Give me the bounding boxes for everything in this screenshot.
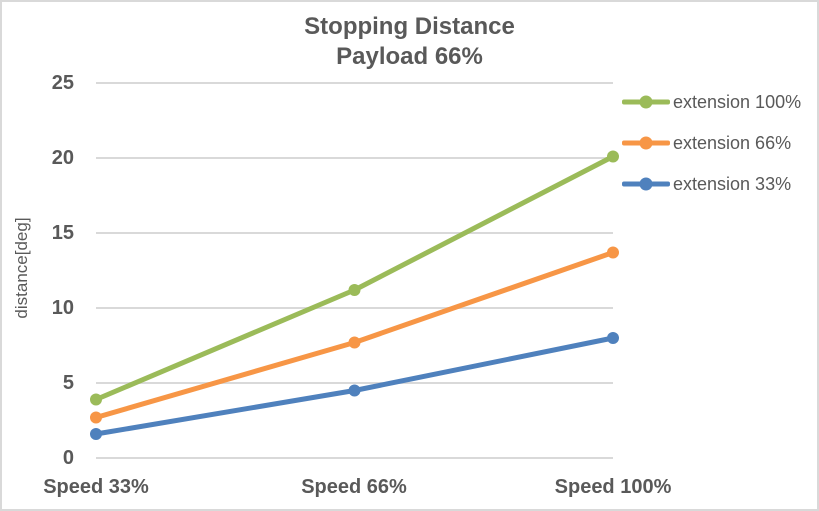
data-point-marker	[348, 336, 361, 349]
data-point-marker	[90, 393, 102, 406]
x-axis-label: Speed 66%	[301, 476, 407, 498]
data-point-marker	[90, 411, 102, 424]
y-tick-label: 0	[62, 447, 74, 469]
data-point-marker	[348, 384, 361, 397]
legend-line-marker-icon	[622, 176, 670, 192]
chart-title-line2: Payload 66%	[336, 43, 483, 70]
data-point-marker	[607, 150, 619, 163]
plot-area	[90, 82, 619, 459]
data-point-marker	[90, 428, 102, 440]
y-tick-label: 15	[51, 222, 74, 244]
legend-label: extension 66%	[673, 132, 792, 153]
x-axis-label: Speed 33%	[43, 476, 149, 498]
data-point-marker	[348, 284, 361, 296]
data-point-marker	[607, 332, 619, 344]
legend-label: extension 100%	[673, 91, 802, 112]
chart-title-line1: Stopping Distance	[304, 13, 515, 40]
y-tick-label: 5	[62, 372, 74, 394]
legend-item-extension-66: extension 66%	[622, 130, 791, 156]
legend-line-marker-icon	[622, 94, 670, 110]
chart-title: Stopping Distance Payload 66%	[2, 12, 817, 72]
y-tick-label: 25	[51, 72, 74, 94]
legend-line-marker-icon	[622, 135, 670, 151]
y-tick-label: 10	[51, 297, 74, 319]
legend-item-extension-100: extension 100%	[622, 89, 801, 115]
data-point-marker	[607, 246, 619, 259]
y-tick-label: 20	[51, 147, 74, 169]
legend-item-extension-33: extension 33%	[622, 171, 791, 197]
legend-label: extension 33%	[673, 173, 792, 194]
x-axis-label: Speed 100%	[554, 476, 672, 498]
